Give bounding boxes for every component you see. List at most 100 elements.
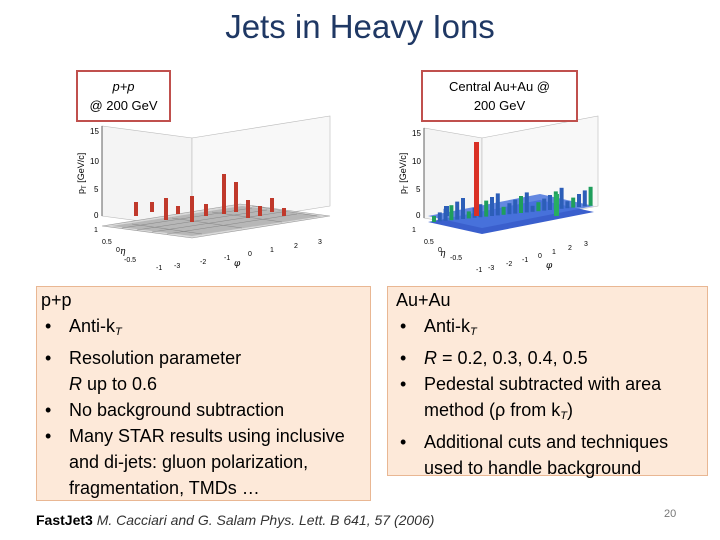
pp-phi-tick-2: -3 [174,263,180,270]
auau-spike [542,198,547,211]
auau-spike [588,186,593,206]
auau-eta-tick-0.5: 0.5 [424,239,434,246]
auau-spike [559,187,564,209]
auau-plot-label-line1: Central Au+Au @ [448,79,550,94]
auau-spike [536,202,541,212]
auau-bullet-radius: R = 0.2, 0.3, 0.4, 0.5 [396,345,707,371]
auau-spike [582,190,587,207]
auau-spike [571,197,576,208]
auau-spike [530,205,535,212]
svg-text:pT [GeV/c]: pT [GeV/c] [76,153,88,194]
pp-z-tick-0: 0 [94,211,99,220]
auau-description-box: Au+Au Anti-kT R = 0.2, 0.3, 0.4, 0.5 Ped… [387,286,708,478]
pp-spike [204,204,208,216]
pp-phi-tick-8: 3 [318,239,322,246]
pp-spike [234,182,238,212]
auau-spike [507,203,512,215]
auau-bullet-pedestal-cont: method (ρ from kT) [424,400,574,422]
pp-phi-tick-3: -2 [200,259,206,266]
auau-spike [524,192,529,213]
auau-z-tick-5: 5 [416,185,421,194]
auau-spike [501,206,506,215]
auau-jet-spike [554,194,559,216]
auau-spike [437,212,442,222]
auau-bullet-cuts: Additional cuts and techniques [396,429,707,455]
auau-plot-label: Central Au+Au @ 200 GeV [421,70,578,122]
auau-eta-tick--0.5: -0.5 [450,255,462,262]
auau-box-heading: Au+Au [396,290,451,310]
auau-phi-tick-6: 1 [552,249,556,256]
pp-plot-label-line1: p+p [112,79,135,94]
auau-z-axis-label: pT [GeV/c] [398,153,410,194]
pp-z-axis-label: pT [GeV/c] [76,153,88,194]
pp-phi-tick-6: 1 [270,247,274,254]
fastjet-citation: FastJet3 M. Cacciari and G. Salam Phys. … [36,512,434,528]
auau-jet-spike [474,142,479,216]
auau-phi-axis-label: φ [546,261,553,271]
auau-spike [461,198,465,219]
auau-z-tick-10: 10 [412,157,421,166]
auau-phi-tick-2: -3 [488,265,494,272]
fastjet-label: FastJet3 [36,512,93,528]
pp-bullet-star-results: Many STAR results using inclusive [41,423,370,449]
pp-bullet-algorithm: Anti-kT [41,313,370,345]
auau-spike [466,211,471,219]
auau-plot-label-line2: 200 GeV [473,98,526,113]
pp-spike [270,198,274,212]
pp-bullet-resolution: Resolution parameter [41,345,370,371]
pp-plot-label: p+p @ 200 GeV [76,70,171,122]
auau-phi-tick-7: 2 [568,245,572,252]
pp-bullet-star-results-cont2: fragmentation, TMDs … [69,478,260,498]
pp-eta-tick-1: 1 [94,227,98,234]
pp-phi-tick-7: 2 [294,243,298,250]
pp-spikes [134,174,286,222]
auau-spike [484,200,489,217]
auau-eta-axis-label: η [440,249,446,259]
pp-z-tick-15: 15 [90,127,99,136]
pp-bullet-star-results-cont1: and di-jets: gluon polarization, [69,452,309,472]
auau-z-tick-15: 15 [412,129,421,138]
auau-spike [455,201,460,220]
pp-spike [222,174,226,214]
auau-phi-tick-5: 0 [538,253,542,260]
auau-z-tick-0: 0 [416,211,421,220]
auau-phi-tick-1: -1 [476,267,482,274]
auau-bullet-algorithm: Anti-kT [396,313,707,345]
pp-eta-tick--0.5: -0.5 [124,257,136,264]
pp-phi-tick-4: -1 [224,255,230,262]
auau-spike [548,195,552,210]
auau-eta-tick-1: 1 [412,227,416,234]
pp-phi-axis-label: φ [234,259,241,269]
pp-bullet-background: No background subtraction [41,397,370,423]
pp-spike [164,198,168,220]
auau-spike [513,199,518,214]
auau-spike [565,201,570,209]
fastjet-reference: M. Cacciari and G. Salam Phys. Lett. B 6… [92,512,435,528]
pp-description-box: p+p Anti-kT Resolution parameter R up to… [36,286,371,501]
pp-spike [190,196,194,222]
pp-spike [176,206,180,214]
auau-spike [432,216,436,222]
pp-phi-tick-1: -1 [156,265,162,272]
auau-phi-tick-8: 3 [584,241,588,248]
auau-phi-tick-3: -2 [506,261,512,268]
pp-phi-tick-5: 0 [248,251,252,258]
auau-spike [495,193,500,216]
pp-plot-label-line2: @ 200 GeV [89,98,158,113]
slide-title: Jets in Heavy Ions [225,8,495,45]
pp-box-heading: p+p [41,290,72,310]
pp-eta-tick-0.5: 0.5 [102,239,112,246]
pp-z-tick-10: 10 [90,157,99,166]
auau-phi-tick-4: -1 [522,257,528,264]
pp-bullet-resolution-cont: R up to 0.6 [69,374,158,394]
pp-spike [258,206,262,216]
auau-spike [449,205,454,221]
auau-eta-tick-0: 0 [438,247,442,254]
pp-eta-tick-0: 0 [116,247,120,254]
svg-text:pT [GeV/c]: pT [GeV/c] [398,153,410,194]
auau-spikes [432,142,593,222]
auau-spike [577,194,581,207]
pp-spike [246,200,250,218]
auau-lego-plot: 15 10 5 0 pT [GeV/c] 1 0.5 0 -0.5 η -1 -… [372,66,604,280]
pp-eta-axis-label: η [120,247,126,257]
